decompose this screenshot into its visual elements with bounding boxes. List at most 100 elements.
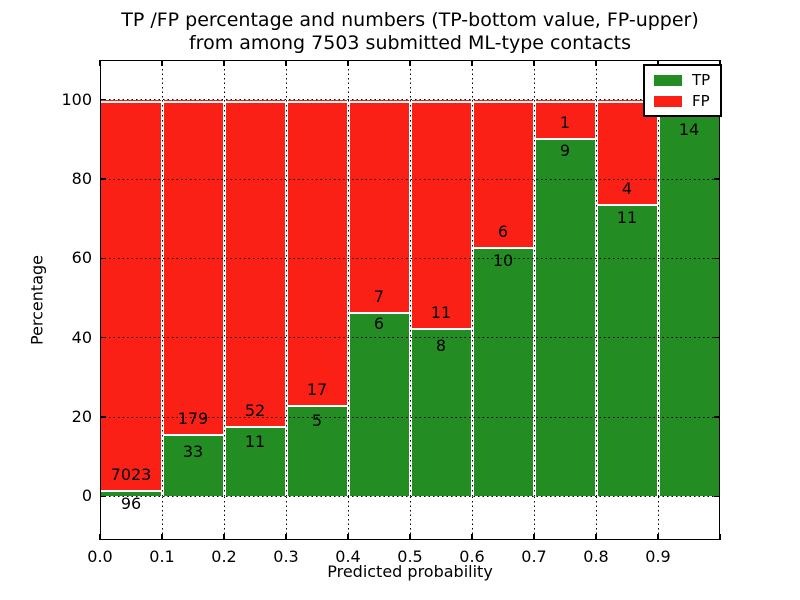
y-tick: [100, 416, 106, 418]
bar-segment-divider: [224, 426, 286, 429]
y-gridline: [100, 99, 720, 101]
y-gridline: [100, 495, 720, 497]
x-tick-label: 0.7: [521, 547, 547, 566]
x-tick: [285, 60, 287, 66]
legend-label-fp: FP: [692, 92, 710, 110]
x-tick: [347, 60, 349, 66]
y-tick: [100, 257, 106, 260]
y-gridline: [100, 337, 720, 339]
y-tick-label: 60: [71, 248, 92, 268]
chart-title-line2: from among 7503 submitted ML-type contac…: [188, 32, 632, 54]
legend-label-tp: TP: [692, 71, 711, 89]
bar-fp-segment: [286, 99, 348, 407]
x-tick: [285, 534, 287, 540]
x-tick: [719, 60, 721, 66]
bar-tp-segment: [472, 248, 534, 497]
chart-title: TP /FP percentage and numbers (TP-bottom…: [100, 9, 720, 55]
bar-fp-segment: [100, 99, 162, 491]
x-tick-label: 0.3: [273, 547, 299, 566]
bar-segment-divider: [596, 204, 658, 207]
fp-count-label: 17: [306, 380, 328, 400]
bar-divider: [346, 99, 350, 497]
plot-area: 0 20 40 60 80 100 0.0 0.1 0.2 0.3 0.4 0.5 0.6 0.7 0.8 0…: [61, 60, 721, 566]
bar-tp-segment: [286, 406, 348, 497]
bar-tp-segment: [410, 329, 472, 497]
bar-tp-segment: [534, 139, 596, 497]
fp-count-label: 7: [373, 287, 385, 307]
x-tick-label: 0.5: [397, 547, 423, 566]
bar-divider: [470, 99, 474, 497]
fp-count-label: 4: [621, 179, 633, 199]
x-tick: [99, 534, 101, 540]
bar-divider: [532, 99, 536, 497]
x-tick-label: 0.9: [645, 547, 671, 566]
fp-count-label: 179: [177, 408, 209, 428]
bar-fp-segment: [596, 99, 658, 206]
fp-count-label: 7023: [110, 465, 152, 484]
bar-tp-segment: [658, 99, 720, 497]
y-tick: [100, 98, 106, 101]
bar-tp-segment: [224, 427, 286, 497]
bar-segment-divider: [472, 247, 534, 250]
x-tick: [595, 60, 597, 66]
x-tick-label: 0.6: [459, 547, 485, 566]
y-tick: [714, 416, 720, 418]
bar-divider: [656, 99, 660, 497]
bar-tp-segment: [100, 491, 162, 497]
bar-tp-segment: [596, 205, 658, 497]
x-tick: [533, 534, 535, 540]
y-tick-label: 20: [71, 407, 92, 427]
bar-divider: [408, 99, 412, 497]
bar-segment-divider: [534, 138, 596, 141]
tp-count-label: 10: [492, 251, 514, 271]
x-tick-label: 0.1: [149, 547, 175, 566]
bar-fp-segment: [224, 99, 286, 428]
tp-count-label: 5: [311, 411, 323, 431]
fp-count-label: 1: [559, 113, 571, 133]
y-tick: [714, 257, 720, 260]
x-tick-label: 0.0: [87, 547, 113, 566]
y-tick: [714, 495, 720, 498]
bar-segment-divider: [286, 405, 348, 408]
tp-count-label: 8: [435, 336, 447, 356]
x-tick: [719, 534, 721, 540]
y-tick: [100, 495, 106, 498]
tp-count-label: 33: [182, 441, 204, 461]
bar-divider: [160, 99, 164, 497]
tp-count-label: 11: [616, 208, 638, 228]
legend-swatch-fp-icon: [654, 95, 682, 107]
y-tick-label: 0: [81, 486, 92, 506]
tp-count-label: 6: [373, 314, 385, 334]
y-tick: [714, 336, 720, 339]
bar-fp-segment: [472, 99, 534, 249]
fp-count-label: 52: [244, 401, 266, 421]
x-axis-label: Predicted probability: [327, 562, 493, 581]
x-tick-label: 0.2: [211, 547, 237, 566]
bar-divider: [594, 99, 598, 497]
bar-tp-segment: [162, 434, 224, 497]
y-tick: [714, 178, 720, 180]
legend-swatch-tp-icon: [654, 74, 682, 86]
legend-item-fp: FP: [654, 93, 710, 109]
y-gridline: [100, 416, 720, 418]
x-tick: [657, 60, 659, 66]
x-tick: [409, 60, 411, 66]
bar-fp-segment: [534, 99, 596, 140]
y-tick: [100, 336, 106, 339]
y-gridline: [100, 178, 720, 180]
x-tick: [223, 534, 225, 540]
y-tick: [100, 178, 106, 180]
bar-fp-segment: [410, 99, 472, 330]
bar-fp-segment: [162, 99, 224, 435]
legend-item-tp: TP: [654, 72, 710, 88]
x-tick: [99, 60, 101, 66]
bar-segment-divider: [162, 433, 224, 436]
tp-count-label: 96: [120, 494, 142, 513]
y-tick-label: 80: [71, 169, 92, 188]
x-tick-label: 0.8: [583, 547, 609, 566]
x-tick: [347, 534, 349, 540]
fp-count-label: 11: [430, 303, 452, 323]
fp-count-label: 6: [497, 222, 509, 242]
bar-segment-divider: [348, 312, 410, 315]
